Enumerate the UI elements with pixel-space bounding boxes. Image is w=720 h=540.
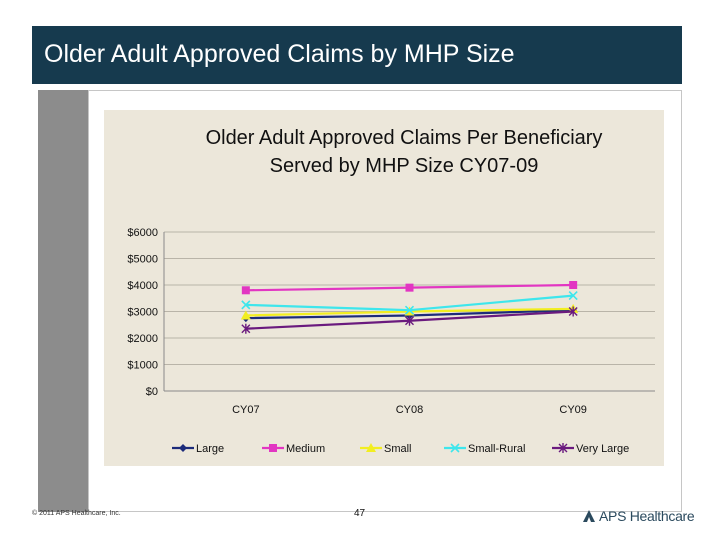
legend-item-small: Small [360,443,412,455]
legend-label-medium: Medium [286,443,325,455]
y-tick-label: $3000 [127,307,158,319]
copyright-text: © 2011 APS Healthcare, Inc. [32,510,121,517]
chart-title-line2: Served by MHP Size CY07-09 [269,155,539,177]
data-point-very-large [405,315,414,326]
legend-label-small-rural: Small-Rural [468,443,525,455]
legend-marker-very-large [558,443,568,453]
data-point-medium [405,283,414,292]
legend-marker-small [366,443,376,452]
series-group [240,281,579,334]
legend-label-large: Large [196,443,224,455]
x-tick-label: CY08 [396,404,424,416]
data-point-small-rural [404,305,415,315]
data-point-small [240,310,251,320]
logo-mark-icon [583,510,595,522]
y-tick-label: $0 [146,386,158,398]
series-small-rural [241,291,578,315]
legend-label-very-large: Very Large [576,443,629,455]
left-accent-bar [38,90,88,512]
legend-item-medium: Medium [262,443,325,455]
aps-logo: APS Healthcare [582,508,695,524]
data-point-medium [241,286,250,295]
legend-marker-large [179,444,187,452]
legend-item-large: Large [172,443,224,455]
y-tick-label: $1000 [127,360,158,372]
data-point-small-rural [241,300,251,310]
y-tick-label: $5000 [127,254,158,266]
y-tick-label: $6000 [127,227,158,239]
x-tick-label: CY07 [232,404,260,416]
series-very-large [241,306,578,334]
legend-marker-small-rural [450,443,460,453]
y-tick-label: $2000 [127,333,158,345]
y-tick-label: $4000 [127,280,158,292]
data-point-small-rural [568,291,578,301]
x-tick-label: CY09 [559,404,587,416]
legend-item-very-large: Very Large [552,443,629,455]
legend-label-small: Small [384,443,412,455]
y-tick-labels: $0 $1000 $2000 $3000 $4000 $5000 $6000 [127,227,158,398]
page-number: 47 [354,508,366,519]
legend: Large Medium Small Small-Rural Very Large [172,443,629,455]
title-bar [32,26,682,84]
series-medium [241,281,578,295]
chart-title-line1: Older Adult Approved Claims Per Benefici… [205,127,603,149]
slide-title: Older Adult Approved Claims by MHP Size [44,40,515,68]
data-point-very-large [568,306,578,317]
legend-item-small-rural: Small-Rural [444,443,525,455]
legend-marker-medium [269,444,277,452]
data-point-medium [569,281,578,289]
x-tick-labels: CY07 CY08 CY09 [232,404,587,416]
data-point-very-large [241,323,251,334]
chart-title: Older Adult Approved Claims Per Benefici… [104,124,704,180]
logo-text: APS Healthcare [599,508,695,524]
